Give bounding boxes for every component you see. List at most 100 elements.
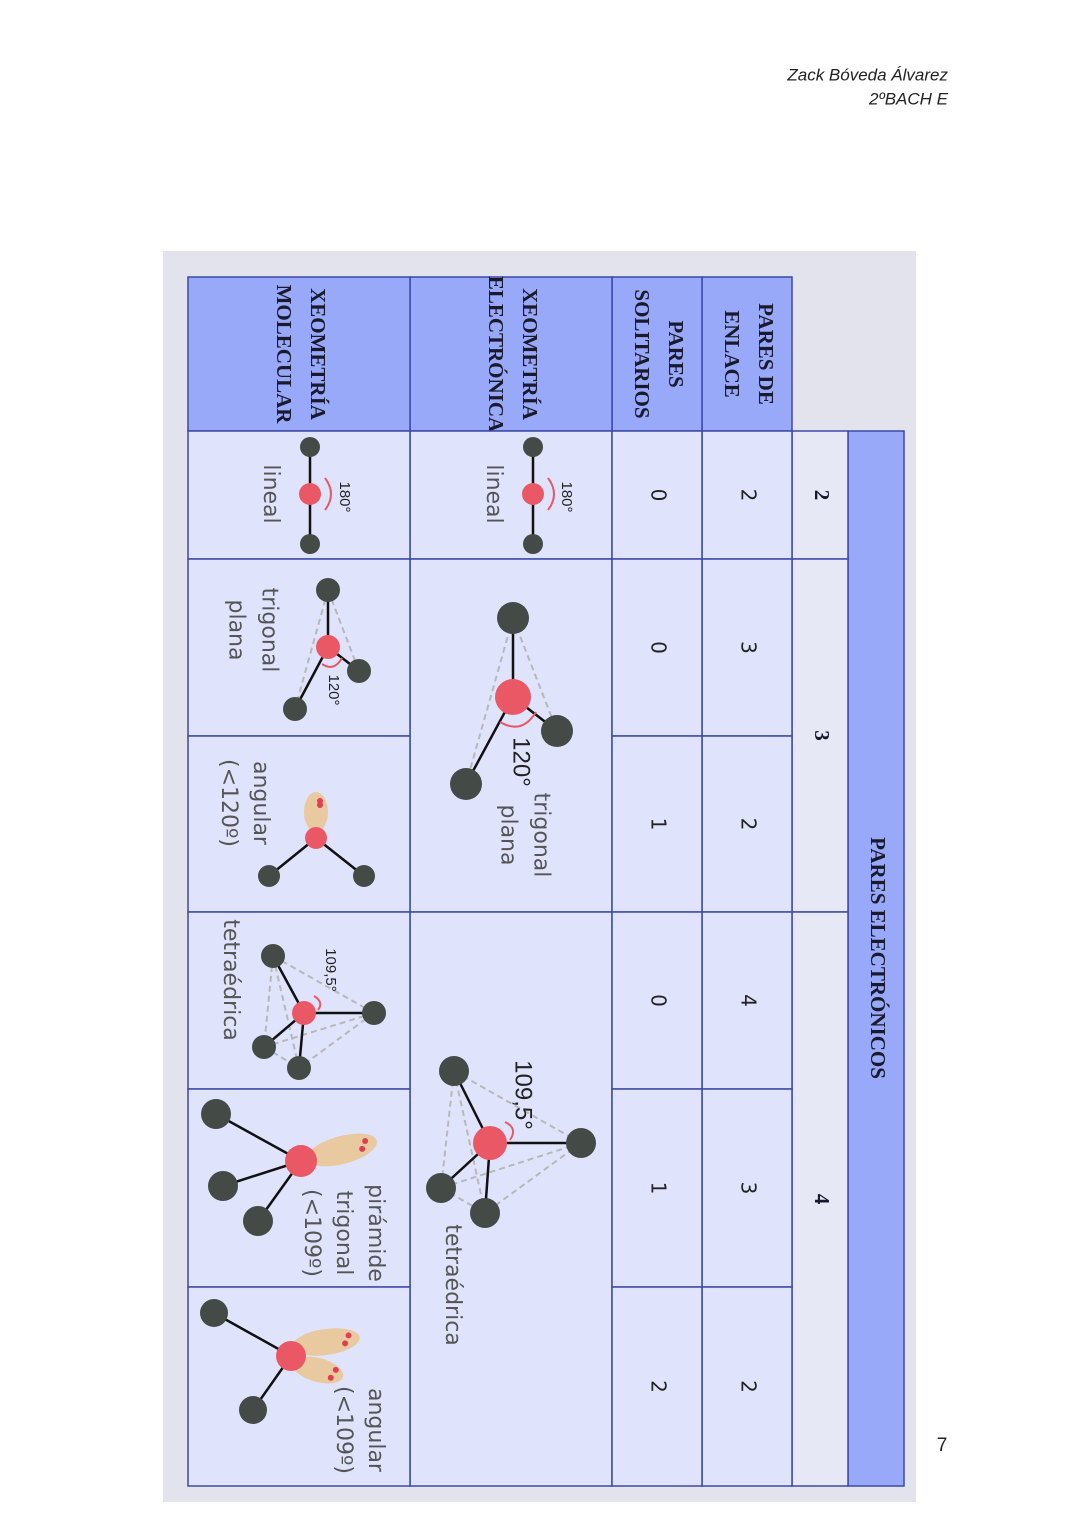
- atom: [261, 944, 285, 968]
- table-cell: [187, 735, 411, 913]
- row-label: XEOMETRÍA: [306, 288, 330, 421]
- table-title: PARES ELECTRÓNICOS: [866, 837, 890, 1079]
- lone-pair: [307, 1133, 377, 1167]
- row-label: ELECTRÓNICA: [484, 276, 508, 433]
- central-atom: [522, 483, 544, 505]
- molecular-geometry: angular: [248, 761, 273, 846]
- central-atom: [299, 483, 321, 505]
- atom: [287, 1056, 311, 1080]
- row-label: PARES: [664, 320, 688, 387]
- central-atom: [473, 1126, 507, 1160]
- molecular-geometry: (<109º): [331, 1386, 356, 1474]
- atom: [362, 1001, 386, 1025]
- atom: [208, 1171, 238, 1201]
- molecular-geometry: (<109º): [299, 1189, 324, 1277]
- atom: [252, 1035, 276, 1059]
- central-atom: [285, 1145, 317, 1177]
- table-cell: [611, 558, 703, 737]
- molecular-geometry: (<120º): [216, 759, 241, 847]
- table-cell: [847, 430, 905, 1487]
- electron-pairs: 4: [810, 1194, 834, 1205]
- lone-pairs: 0: [647, 489, 671, 502]
- molecular-geometry: lineal: [258, 464, 283, 523]
- guide-line: [294, 589, 329, 710]
- guide-line: [453, 1070, 486, 1214]
- electron: [342, 1340, 349, 1347]
- table-cell: [701, 735, 793, 913]
- lone-pairs: 0: [647, 641, 671, 654]
- central-atom: [276, 1341, 306, 1371]
- electronic-geometry: plana: [496, 805, 521, 866]
- atom: [541, 715, 573, 747]
- lone-pairs: 0: [647, 994, 671, 1007]
- atom: [426, 1173, 456, 1203]
- atom: [439, 1056, 469, 1086]
- angle-arc: [313, 995, 322, 1011]
- molecular-geometry: pirámide: [363, 1184, 388, 1282]
- table-cell: [611, 276, 703, 432]
- central-atom: [292, 1001, 316, 1025]
- atom: [316, 578, 340, 602]
- atom: [258, 865, 280, 887]
- table-cell: [611, 735, 703, 913]
- electron-pairs: 3: [810, 730, 834, 741]
- table-cell: [409, 276, 613, 432]
- lone-pairs: 2: [647, 1380, 671, 1393]
- row-label: SOLITARIOS: [630, 289, 654, 418]
- row-label: ENLACE: [720, 310, 744, 398]
- guide-line: [263, 1012, 375, 1048]
- electron: [345, 1332, 352, 1339]
- row-label: MOLECULAR: [272, 285, 296, 425]
- table-cell: [409, 430, 613, 560]
- table-cell: [611, 1088, 703, 1288]
- guide-line: [440, 1142, 582, 1189]
- angle-arc: [504, 1121, 515, 1141]
- angle-arc: [324, 477, 332, 511]
- lone-pair: [304, 792, 328, 832]
- guide-line: [272, 955, 300, 1069]
- angle-label: 180°: [336, 481, 353, 512]
- angle-label: 120°: [325, 674, 342, 705]
- bonding-pairs: 2: [737, 489, 761, 502]
- guide-line: [512, 617, 558, 732]
- electron: [332, 1366, 339, 1373]
- angle-label: 109,5°: [510, 1060, 537, 1130]
- angle-arc: [321, 657, 343, 668]
- guide-line: [453, 1070, 582, 1144]
- electronic-geometry: trigonal: [529, 793, 554, 878]
- guide-line: [298, 1012, 375, 1069]
- table-cell: [701, 1286, 793, 1487]
- angle-label: 180°: [558, 481, 575, 512]
- angle-arc: [499, 711, 537, 728]
- central-atom: [316, 635, 340, 659]
- page-number: 7: [937, 1435, 948, 1456]
- lone-pairs: 1: [647, 1182, 671, 1195]
- electron: [317, 798, 323, 804]
- atom: [347, 659, 371, 683]
- row-label: XEOMETRÍA: [518, 288, 542, 421]
- electronic-geometry: tetraédrica: [440, 1224, 465, 1346]
- atom: [239, 1396, 267, 1424]
- electronic-geometry: lineal: [481, 464, 506, 523]
- table-cell: [611, 911, 703, 1090]
- molecular-geometry: trigonal: [331, 1191, 356, 1276]
- atom: [243, 1206, 273, 1236]
- atom: [523, 437, 543, 457]
- lone-pair: [292, 1328, 360, 1356]
- lone-pairs: 1: [647, 818, 671, 831]
- atom: [300, 534, 320, 554]
- molecular-geometry: angular: [363, 1388, 388, 1473]
- electron: [359, 1145, 366, 1152]
- atom: [523, 534, 543, 554]
- atom: [450, 768, 482, 800]
- bonding-pairs: 4: [737, 994, 761, 1007]
- central-atom: [305, 827, 327, 849]
- atom: [300, 437, 320, 457]
- bonding-pairs: 2: [737, 1380, 761, 1393]
- angle-label: 109,5°: [322, 948, 339, 992]
- electron: [362, 1138, 369, 1145]
- atom: [200, 1299, 228, 1327]
- bonding-pairs: 3: [737, 641, 761, 654]
- bonding-pairs: 2: [737, 818, 761, 831]
